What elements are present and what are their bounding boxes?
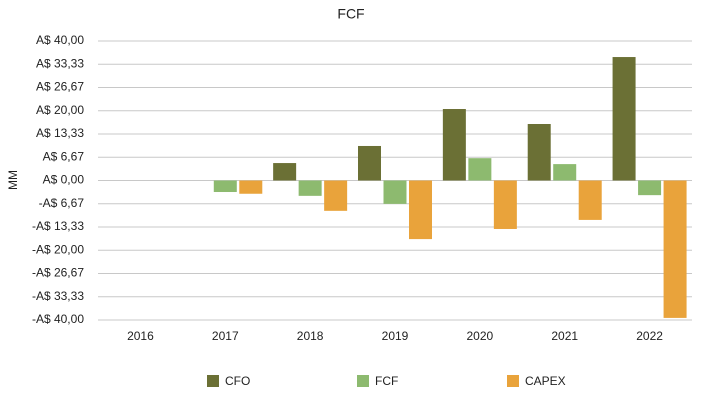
y-tick-label: A$ 33,33 xyxy=(36,56,84,70)
y-tick-label: -A$ 33,33 xyxy=(32,289,84,303)
x-tick-label: 2021 xyxy=(551,329,578,343)
y-tick-label: A$ 40,00 xyxy=(36,33,84,47)
y-tick-label: -A$ 40,00 xyxy=(32,312,84,326)
x-tick-label: 2019 xyxy=(382,329,409,343)
legend-swatch xyxy=(207,375,219,387)
bar xyxy=(493,180,517,229)
bar xyxy=(553,164,577,181)
x-tick-label: 2017 xyxy=(212,329,239,343)
bar xyxy=(442,109,466,181)
bar xyxy=(409,180,432,240)
y-tick-label: A$ 0,00 xyxy=(43,173,85,187)
y-tick-label: -A$ 20,00 xyxy=(32,242,84,256)
y-tick-label: -A$ 26,67 xyxy=(32,266,84,280)
bar xyxy=(239,180,263,194)
legend-swatch xyxy=(357,375,369,387)
y-tick-label: A$ 13,33 xyxy=(36,126,84,140)
bar xyxy=(358,145,381,181)
y-tick-label: A$ 20,00 xyxy=(36,103,84,117)
y-axis-label: MM xyxy=(6,170,20,190)
bar xyxy=(663,180,687,318)
y-tick-label: A$ 6,67 xyxy=(43,149,85,163)
legend-label: CFO xyxy=(225,374,250,388)
bar xyxy=(638,180,662,196)
x-tick-label: 2020 xyxy=(467,329,494,343)
legend-label: FCF xyxy=(375,374,398,388)
x-tick-label: 2018 xyxy=(297,329,324,343)
x-tick-label: 2022 xyxy=(636,329,663,343)
y-tick-label: -A$ 6,67 xyxy=(39,196,85,210)
bar xyxy=(468,158,492,181)
bar xyxy=(298,180,322,196)
bar xyxy=(213,180,237,193)
bar xyxy=(383,180,407,204)
bar xyxy=(273,163,297,181)
x-tick-label: 2016 xyxy=(127,329,154,343)
y-tick-label: -A$ 13,33 xyxy=(32,219,84,233)
legend-swatch xyxy=(507,375,519,387)
bar xyxy=(324,180,348,211)
y-tick-label: A$ 26,67 xyxy=(36,80,84,94)
chart-title: FCF xyxy=(337,6,364,22)
bar xyxy=(527,124,551,181)
legend-label: CAPEX xyxy=(525,374,566,388)
bar xyxy=(612,57,636,181)
bar xyxy=(578,180,602,220)
